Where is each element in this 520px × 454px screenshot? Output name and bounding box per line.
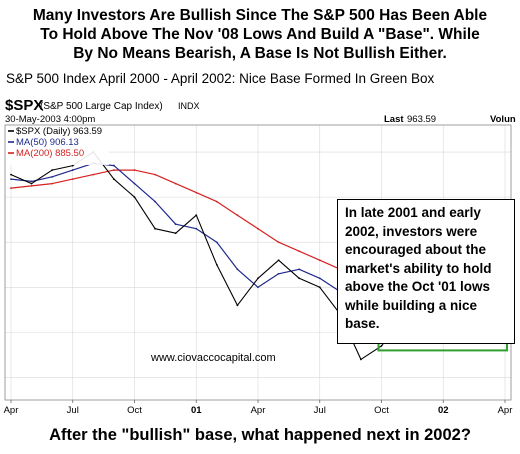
ma200-point bbox=[195, 191, 198, 194]
callout-box: In late 2001 and early 2002, investors w… bbox=[337, 199, 515, 344]
ma50-point bbox=[71, 169, 74, 171]
ma200-point bbox=[277, 241, 280, 244]
ma200-point bbox=[92, 173, 95, 176]
chart-subtitle: S&P 500 Index April 2000 - April 2002: N… bbox=[6, 71, 435, 86]
ma200-point bbox=[113, 169, 115, 171]
price-point bbox=[51, 169, 54, 171]
x-tick-label: 02 bbox=[438, 405, 449, 416]
price-point bbox=[133, 196, 136, 199]
chart-date: 30-May-2003 4:00pm bbox=[5, 114, 95, 125]
x-tick-label: 01 bbox=[191, 405, 202, 416]
ma50-point bbox=[257, 286, 259, 289]
headline: Many Investors Are Bullish Since The S&P… bbox=[0, 6, 520, 63]
ma200-point bbox=[298, 250, 301, 253]
x-tick-label: Apr bbox=[498, 405, 513, 416]
x-tick-label: Jul bbox=[314, 405, 326, 416]
ma50-point bbox=[174, 223, 177, 226]
price-point bbox=[10, 173, 12, 176]
ma50-point bbox=[154, 200, 156, 203]
headline-line-3: By No Means Bearish, A Base Is Not Bulli… bbox=[73, 45, 447, 62]
legend-entry: MA(50) 906.13 bbox=[16, 137, 79, 148]
ma50-point bbox=[10, 178, 12, 180]
chart-symbol: $SPX bbox=[5, 97, 43, 114]
price-point bbox=[236, 304, 239, 307]
closing-question: After the "bullish" base, what happened … bbox=[49, 426, 471, 444]
ma50-point bbox=[30, 180, 33, 183]
ma200-point bbox=[236, 214, 239, 217]
ma50-point bbox=[133, 182, 136, 185]
ma50-point bbox=[298, 268, 301, 271]
headline-line-2: To Hold Above The Nov '08 Lows And Build… bbox=[40, 26, 480, 43]
last-value: 963.59 bbox=[407, 114, 436, 125]
ma200-point bbox=[51, 182, 54, 185]
x-tick-label: Oct bbox=[374, 405, 389, 416]
ma200-point bbox=[133, 169, 136, 171]
ma200-point bbox=[257, 227, 259, 230]
ma50-point bbox=[277, 272, 280, 275]
legend-background bbox=[6, 126, 109, 165]
ma200-point bbox=[71, 178, 74, 180]
legend-entry: MA(200) 885.50 bbox=[16, 148, 84, 159]
price-point bbox=[298, 277, 301, 280]
price-point bbox=[360, 358, 362, 361]
ma50-point bbox=[113, 164, 115, 167]
ma200-point bbox=[318, 259, 321, 262]
x-tick-label: Jul bbox=[67, 405, 79, 416]
x-tick-label: Oct bbox=[127, 405, 142, 416]
price-point bbox=[195, 214, 198, 217]
price-point bbox=[257, 277, 259, 280]
x-tick-label: Apr bbox=[251, 405, 266, 416]
price-point bbox=[113, 178, 115, 180]
price-point bbox=[215, 263, 218, 266]
ma50-point bbox=[215, 241, 218, 244]
price-point bbox=[154, 227, 156, 230]
headline-line-1: Many Investors Are Bullish Since The S&P… bbox=[32, 7, 488, 24]
price-point bbox=[380, 345, 383, 347]
watermark: www.ciovaccocapital.com bbox=[150, 352, 276, 364]
volume-label: Volun bbox=[490, 114, 516, 125]
ma200-point bbox=[10, 187, 12, 190]
ma50-point bbox=[195, 227, 198, 230]
chart-exchange: INDX bbox=[178, 101, 200, 111]
x-tick-label: Apr bbox=[4, 405, 19, 416]
chart-description: (S&P 500 Large Cap Index) bbox=[40, 101, 163, 112]
price-point bbox=[30, 182, 33, 185]
legend-entry: $SPX (Daily) 963.59 bbox=[16, 126, 102, 137]
price-point bbox=[71, 164, 74, 167]
ma200-point bbox=[154, 173, 156, 176]
x-axis-ticks: Apr Jul Oct 01 Apr Jul Oct 02 Apr bbox=[4, 400, 513, 416]
ma200-point bbox=[174, 182, 177, 185]
last-label: Last bbox=[384, 114, 404, 125]
ma200-point bbox=[30, 184, 33, 187]
price-point bbox=[174, 232, 177, 235]
ma50-point bbox=[318, 277, 321, 280]
ma200-point bbox=[215, 200, 218, 203]
price-point bbox=[277, 259, 280, 262]
price-point bbox=[318, 286, 321, 289]
ma50-point bbox=[51, 175, 54, 178]
ma50-point bbox=[236, 268, 239, 271]
